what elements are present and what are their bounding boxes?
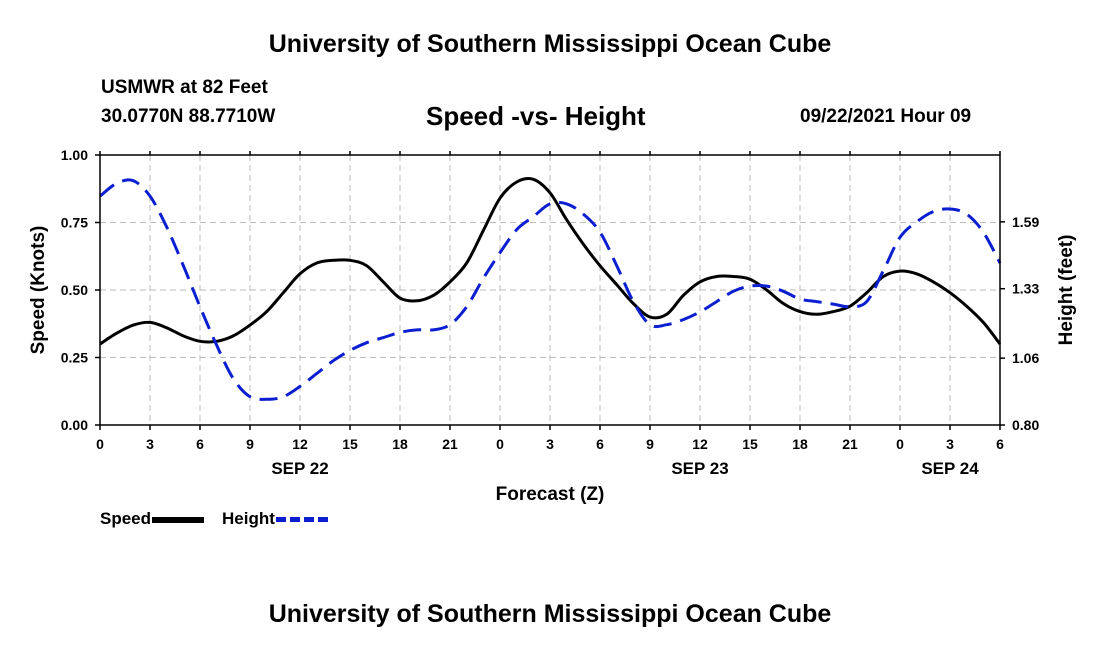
y2-tick-label: 1.06 xyxy=(1012,350,1039,366)
station-label: USMWR at 82 Feet xyxy=(101,77,268,98)
x-tick-label: 18 xyxy=(792,436,808,452)
x-tick-label: 6 xyxy=(196,436,204,452)
chart-subtitle: Speed -vs- Height xyxy=(426,101,646,131)
height-series-line xyxy=(99,178,1002,401)
y-tick-label: 0.75 xyxy=(61,215,88,231)
footer-title: University of Southern Mississippi Ocean… xyxy=(268,600,832,628)
date-label: SEP 22 xyxy=(271,459,328,478)
legend: Speed Height xyxy=(100,509,346,529)
date-label: SEP 23 xyxy=(671,459,728,478)
x-tick-label: 6 xyxy=(996,436,1004,452)
y2-axis-label: Height (feet) xyxy=(1056,235,1077,346)
y-tick-label: 0.00 xyxy=(61,417,88,433)
legend-height-swatch xyxy=(275,517,328,523)
y-tick-label: 0.25 xyxy=(61,350,88,366)
grid-lines xyxy=(100,155,1000,425)
x-tick-label: 15 xyxy=(742,436,758,452)
x-tick-label: 0 xyxy=(896,436,904,452)
date-label: SEP 24 xyxy=(921,459,979,478)
series-lines xyxy=(99,177,1002,401)
x-tick-label: 15 xyxy=(342,436,358,452)
legend-height-label: Height xyxy=(222,509,275,528)
x-tick-label: 0 xyxy=(96,436,104,452)
axes: 0 3 6 9 12 15 18 21 0 3 6 9 12 15 18 21 0 3 6 0.00 0.25 0.50 0… xyxy=(61,147,1040,478)
y-tick-label: 1.00 xyxy=(61,147,88,163)
x-tick-label: 0 xyxy=(496,436,504,452)
y2-tick-label: 1.59 xyxy=(1012,214,1039,230)
x-tick-label: 3 xyxy=(946,436,954,452)
x-tick-label: 18 xyxy=(392,436,408,452)
x-axis-label: Forecast (Z) xyxy=(496,484,605,505)
legend-speed-swatch xyxy=(152,516,205,523)
speed-series-line xyxy=(99,177,1002,346)
x-tick-label: 21 xyxy=(442,436,458,452)
x-tick-label: 3 xyxy=(146,436,154,452)
x-tick-label: 12 xyxy=(692,436,708,452)
y2-tick-label: 1.33 xyxy=(1012,281,1039,297)
x-tick-label: 9 xyxy=(646,436,654,452)
x-tick-label: 6 xyxy=(596,436,604,452)
y2-tick-label: 0.80 xyxy=(1012,417,1039,433)
station-coordinates: 30.0770N 88.7710W xyxy=(101,106,276,127)
y-axis-label: Speed (Knots) xyxy=(28,226,49,355)
x-tick-label: 12 xyxy=(292,436,308,452)
x-tick-label: 9 xyxy=(246,436,254,452)
y-tick-label: 0.50 xyxy=(61,282,88,298)
chart-title: University of Southern Mississippi Ocean… xyxy=(268,30,832,58)
x-tick-label: 21 xyxy=(842,436,858,452)
x-tick-label: 3 xyxy=(546,436,554,452)
forecast-datetime: 09/22/2021 Hour 09 xyxy=(800,106,972,127)
legend-speed-label: Speed xyxy=(100,509,152,528)
